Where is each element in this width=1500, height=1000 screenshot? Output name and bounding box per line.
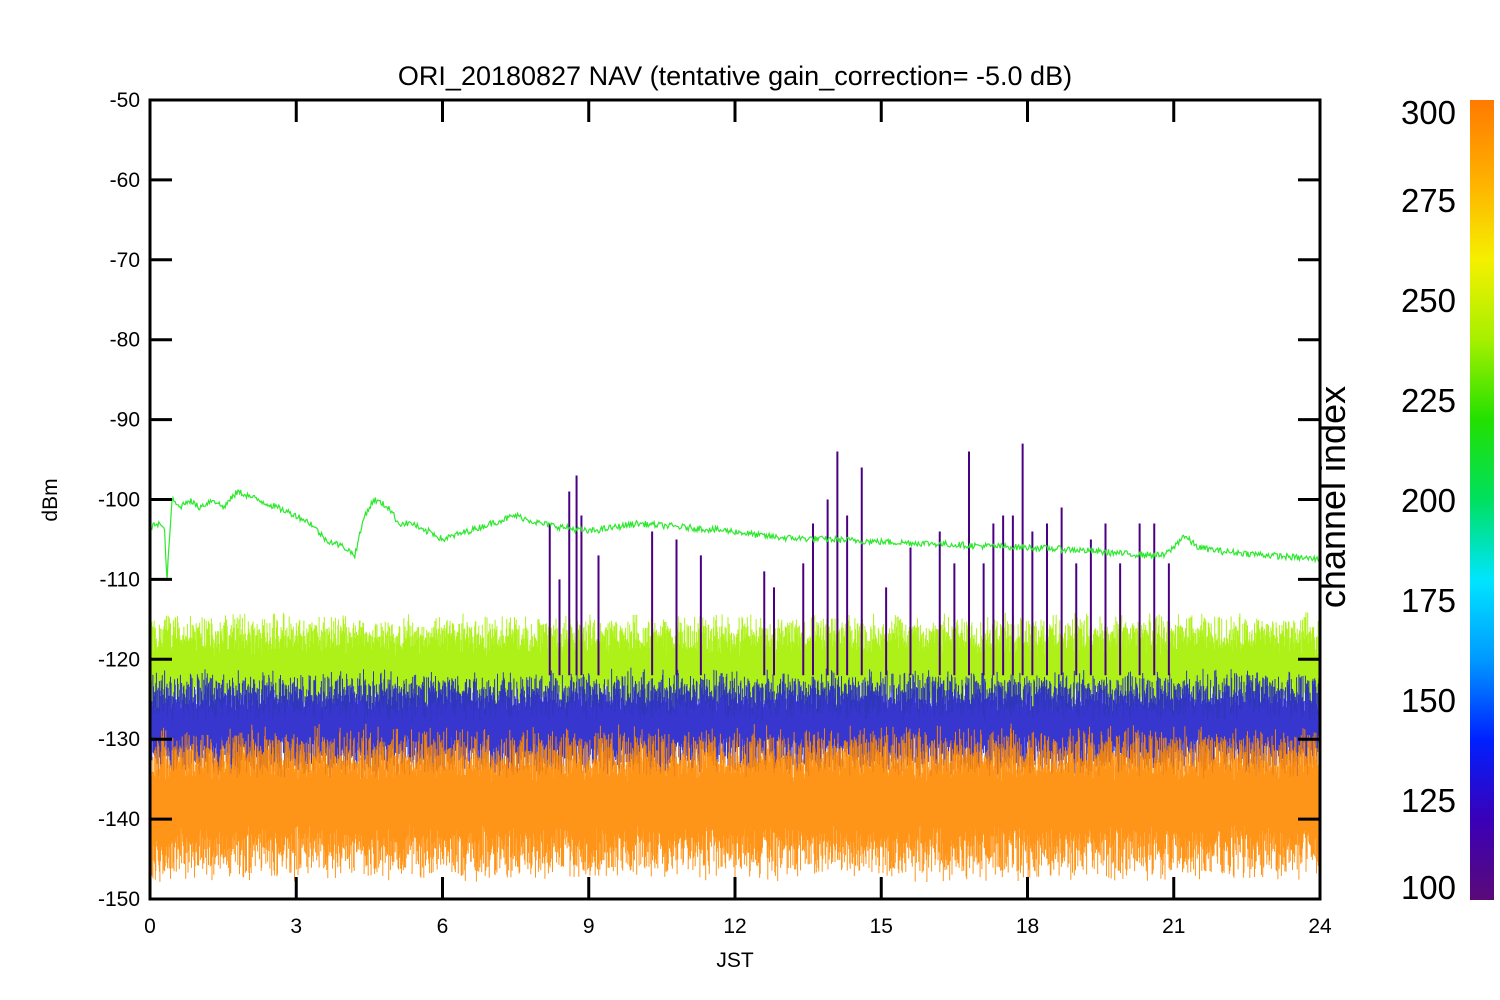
x-tick-label: 18 <box>1016 915 1039 938</box>
y-tick-label: -70 <box>110 249 140 272</box>
y-tick-label: -90 <box>110 409 140 432</box>
colorbar-ticks: 100 125 150 175 200 225 250 275 300 <box>1401 94 1456 906</box>
band-0 <box>151 612 1320 724</box>
axis-ticks: 0 3 6 9 12 15 18 21 24 -50 -60 -70 -80 -90 -100 -110 -12… <box>98 89 1332 938</box>
y-tick-label: -150 <box>98 888 140 911</box>
colorbar-tick-label: 175 <box>1401 582 1456 619</box>
colorbar-tick-label: 225 <box>1401 382 1456 419</box>
colorbar-tick-label: 200 <box>1401 482 1456 519</box>
y-tick-label: -120 <box>98 648 140 671</box>
plot-area <box>151 443 1320 882</box>
y-axis-label: dBm <box>39 478 62 521</box>
y-tick-label: -110 <box>100 568 140 591</box>
colorbar-tick-label: 275 <box>1401 182 1456 219</box>
series-line-0 <box>151 489 1320 581</box>
y-tick-label: -100 <box>98 489 140 512</box>
band-1 <box>151 667 1320 779</box>
colorbar-tick-label: 250 <box>1401 282 1456 319</box>
x-tick-label: 24 <box>1308 915 1332 938</box>
x-tick-label: 12 <box>723 915 746 938</box>
band-2 <box>151 723 1320 882</box>
x-axis-label: JST <box>716 949 754 972</box>
colorbar-tick-label: 125 <box>1401 782 1456 819</box>
colorbar-label: channel index <box>1312 386 1353 608</box>
y-tick-label: -50 <box>110 89 140 112</box>
colorbar-tick-label: 150 <box>1401 682 1456 719</box>
x-tick-label: 6 <box>437 915 449 938</box>
x-tick-label: 3 <box>290 915 302 938</box>
colorbar-tick-label: 300 <box>1401 94 1456 131</box>
colorbar-tick-label: 100 <box>1401 869 1456 906</box>
colorbar <box>1470 100 1494 900</box>
y-tick-label: -60 <box>110 169 140 192</box>
spike-group <box>548 443 1170 676</box>
y-tick-label: -80 <box>110 329 140 352</box>
chart-title: ORI_20180827 NAV (tentative gain_correct… <box>398 61 1072 91</box>
x-tick-label: 0 <box>144 915 156 938</box>
y-tick-label: -130 <box>98 728 140 751</box>
x-tick-label: 15 <box>870 915 893 938</box>
y-tick-label: -140 <box>98 808 140 831</box>
x-tick-label: 21 <box>1162 915 1185 938</box>
x-tick-label: 9 <box>583 915 595 938</box>
